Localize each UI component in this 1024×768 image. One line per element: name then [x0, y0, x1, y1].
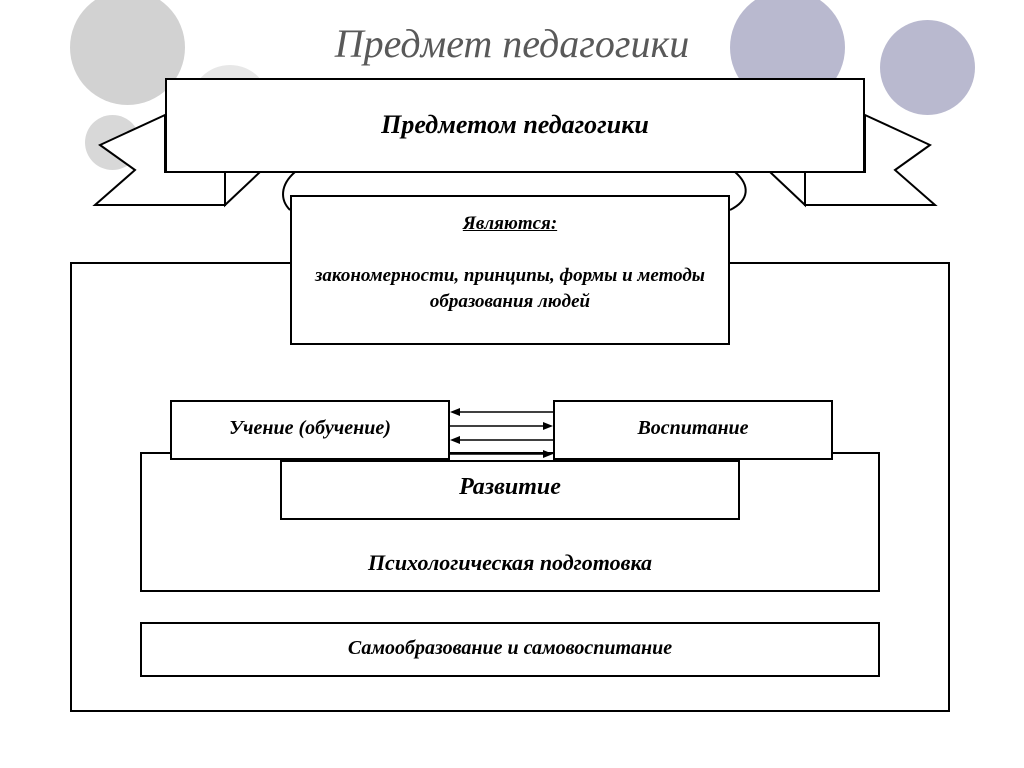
banner-sub-body: закономерности, принципы, формы и методы… [305, 263, 715, 315]
development-label: Развитие [280, 474, 740, 501]
banner-title-label: Предметом педагогики [165, 110, 865, 140]
self-label: Самообразование и самовоспитание [140, 637, 880, 660]
banner-sub-heading: Являются: [290, 213, 730, 235]
